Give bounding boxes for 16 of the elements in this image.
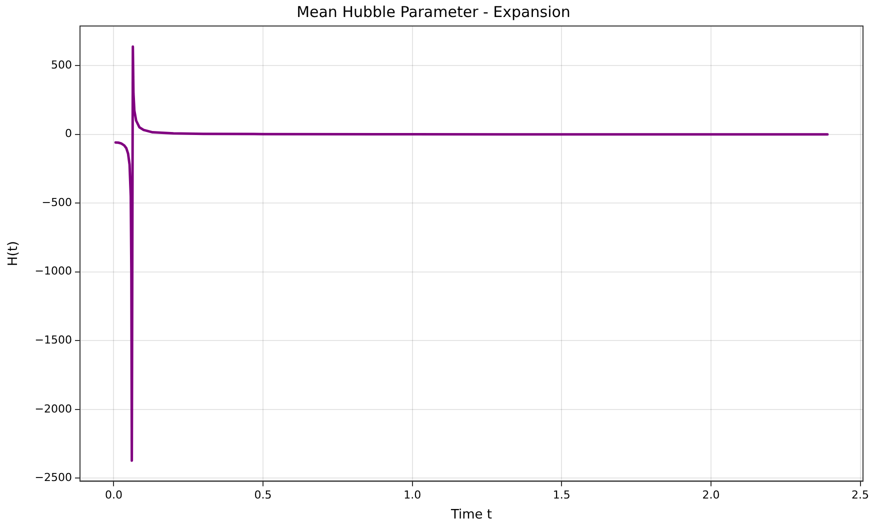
y-tick-label: 0: [65, 127, 72, 140]
x-tick-label: 0.0: [104, 488, 122, 502]
x-tick-label: 0.5: [254, 488, 272, 502]
y-tick-label: −1500: [34, 334, 72, 347]
y-tick-label: −1000: [34, 264, 72, 278]
x-tick-label: 2.5: [852, 488, 870, 502]
x-tick-label: 1.5: [552, 488, 570, 502]
y-tick-label: −2500: [34, 471, 72, 484]
chart-title: Mean Hubble Parameter - Expansion: [296, 2, 570, 21]
x-tick-label: 1.0: [404, 488, 422, 502]
x-tick-label: 2.0: [702, 488, 720, 502]
y-tick-label: −500: [42, 196, 72, 209]
y-tick-label: 500: [51, 58, 72, 72]
y-axis-title: H(t): [6, 241, 22, 266]
y-tick-label: −2000: [34, 402, 72, 416]
x-axis-title: Time t: [450, 508, 492, 523]
